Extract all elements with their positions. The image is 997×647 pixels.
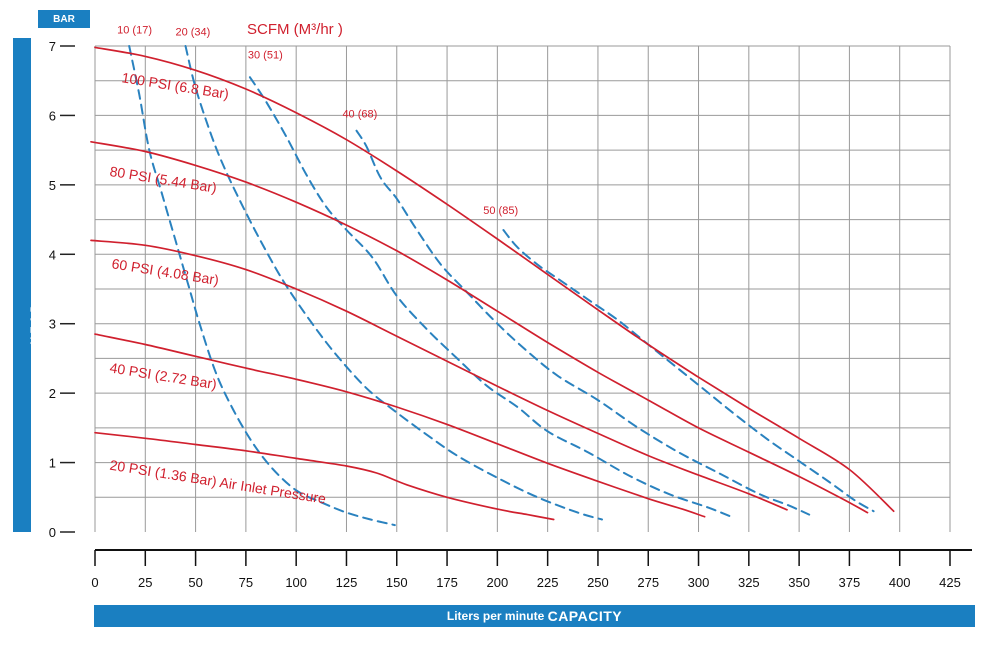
psi-curve-40-psi-2-72-bar [94,333,706,518]
x-tick-label-200: 200 [487,575,509,590]
y-tick-label-3: 3 [49,317,56,332]
x-axis-title-main: CAPACITY [547,608,623,624]
scfm-label-30-51: 30 (51) [248,49,283,61]
scfm-curve-50-85 [502,229,875,513]
x-tick-label-425: 425 [939,575,961,590]
series-group [90,45,895,527]
y-tick-label-1: 1 [49,456,56,471]
y-axis: 0 1 2 3 4 5 6 7 [49,39,75,540]
y-tick-label-6: 6 [49,108,56,123]
x-tick-label-125: 125 [336,575,358,590]
x-tick-label-175: 175 [436,575,458,590]
scfm-label-10-17: 10 (17) [117,25,152,37]
x-tick-label-350: 350 [788,575,810,590]
y-axis-band: HEAD [13,38,41,532]
series-labels: 100 PSI (6.8 Bar)80 PSI (5.44 Bar)60 PSI… [109,25,519,507]
x-tick-label-25: 25 [138,575,152,590]
psi-label-20-psi-1-36-bar-air-inlet-pressure: 20 PSI (1.36 Bar) Air Inlet Pressure [109,457,328,507]
psi-label-60-psi-4-08-bar: 60 PSI (4.08 Bar) [111,255,220,288]
x-axis-title: Liters per minute CAPACITY [94,605,975,627]
psi-curve-20-psi-1-36-bar-air-inlet-pressure [94,431,555,521]
x-tick-label-250: 250 [587,575,609,590]
x-tick-label-100: 100 [285,575,307,590]
scfm-label-50-85: 50 (85) [483,205,518,217]
x-tick-label-325: 325 [738,575,760,590]
psi-curve-80-psi-5-44-bar [90,140,869,514]
y-tick-label-2: 2 [49,386,56,401]
psi-curve-100-psi-6-8-bar [94,46,895,513]
x-tick-label-150: 150 [386,575,408,590]
x-tick-label-50: 50 [188,575,202,590]
y-tick-label-5: 5 [49,178,56,193]
scfm-curve-10-17 [128,45,396,527]
y-unit-badge: BAR [38,10,90,28]
scfm-label-20-34: 20 (34) [175,27,210,39]
y-tick-label-7: 7 [49,39,56,54]
scfm-curve-20-34 [184,45,603,521]
grid [94,45,951,532]
x-axis: 0 25 50 75 100 125 150 175 200 225 250 275 300 325 350… [91,549,972,590]
x-tick-label-75: 75 [239,575,253,590]
x-tick-label-225: 225 [537,575,559,590]
x-tick-label-375: 375 [839,575,861,590]
psi-label-100-psi-6-8-bar: 100 PSI (6.8 Bar) [121,69,230,102]
psi-label-40-psi-2-72-bar: 40 PSI (2.72 Bar) [109,359,218,392]
x-tick-label-0: 0 [91,575,98,590]
scfm-curve-30-51 [248,76,736,520]
scfm-title: SCFM (M³/hr ) [247,21,343,38]
y-tick-label-4: 4 [49,247,56,262]
x-tick-label-300: 300 [688,575,710,590]
psi-curve-60-psi-4-08-bar [90,239,788,511]
y-tick-label-0: 0 [49,525,56,540]
scfm-label-40-68: 40 (68) [342,109,377,121]
x-tick-label-400: 400 [889,575,911,590]
x-axis-title-prefix: Liters per minute [446,609,548,623]
x-tick-label-275: 275 [637,575,659,590]
